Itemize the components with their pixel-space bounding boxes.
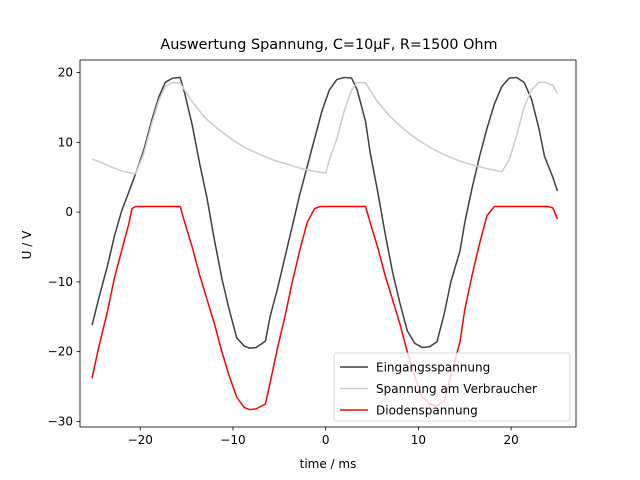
legend-entry-label: Eingangsspannung [376, 361, 490, 375]
y-axis: −30 −20 −10 0 10 20 [48, 66, 80, 428]
series-line-1 [91, 81, 559, 175]
x-tick-label: 10 [411, 433, 426, 447]
series-layer [91, 76, 559, 411]
y-tick-label: −20 [48, 345, 73, 359]
x-tick-label: 20 [503, 433, 518, 447]
axes-frame [79, 59, 577, 428]
chart-title: Auswertung Spannung, C=10µF, R=1500 Ohm [160, 37, 497, 53]
x-tick-label: −20 [128, 433, 153, 447]
legend-entry-label: Diodenspannung [376, 404, 478, 418]
x-tick-label: 0 [322, 433, 330, 447]
y-tick-label: −30 [48, 414, 73, 428]
y-tick-label: 0 [65, 205, 73, 219]
x-axis: −20 −10 0 10 20 [128, 427, 519, 447]
series-line-2 [91, 205, 559, 411]
y-tick-label: 20 [58, 66, 73, 80]
x-tick-label: −10 [220, 433, 245, 447]
y-tick-label: −10 [48, 275, 73, 289]
legend-entry-label: Spannung am Verbraucher [376, 382, 537, 396]
series-line-0 [91, 76, 559, 349]
y-tick-label: 10 [58, 135, 73, 149]
legend-box [333, 352, 571, 422]
legend: Eingangsspannung Spannung am Verbraucher D… [333, 352, 571, 422]
y-axis-label: U / V [20, 230, 34, 259]
x-axis-label: time / ms [300, 457, 357, 471]
